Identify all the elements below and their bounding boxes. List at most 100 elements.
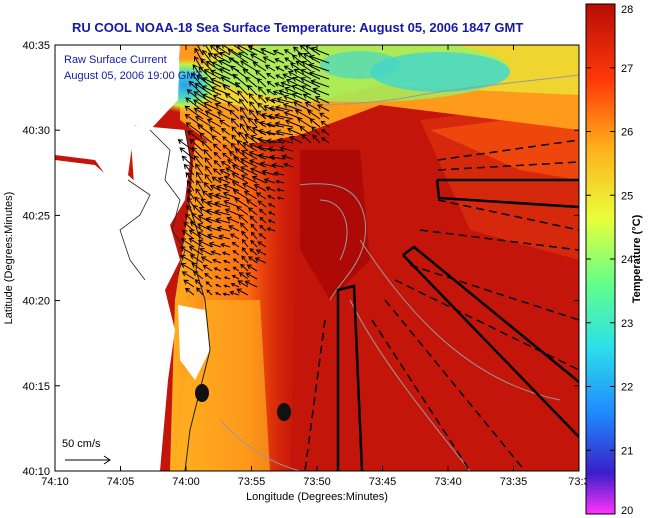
current-vector xyxy=(274,105,294,112)
current-vector xyxy=(215,184,231,192)
current-vector xyxy=(232,250,240,256)
current-vector xyxy=(250,239,258,248)
current-vector xyxy=(254,69,267,80)
current-vector xyxy=(245,272,258,280)
current-vector xyxy=(267,219,276,224)
current-vector xyxy=(219,169,231,176)
current-vector xyxy=(239,123,249,136)
current-vector xyxy=(251,175,267,184)
current-vector xyxy=(274,82,285,88)
current-vector xyxy=(232,73,249,88)
current-vector xyxy=(238,272,249,280)
current-vector xyxy=(241,247,249,256)
current-vector xyxy=(266,227,276,232)
y-axis-ticks: 40:35 40:30 40:25 40:20 40:15 40:10 xyxy=(22,40,579,478)
current-vector xyxy=(214,275,222,280)
x-tick-label: 74:00 xyxy=(172,476,200,488)
current-vector xyxy=(205,281,213,288)
x-tick-label: 73:3 xyxy=(568,476,589,488)
current-vector xyxy=(198,207,213,216)
current-vector xyxy=(249,248,258,256)
current-vector xyxy=(302,93,321,104)
current-vector xyxy=(183,279,195,288)
current-vector xyxy=(222,85,240,96)
current-vector xyxy=(252,61,267,72)
current-vector xyxy=(263,178,276,184)
current-vector xyxy=(179,147,195,160)
current-vector xyxy=(291,84,312,96)
current-vector xyxy=(257,136,276,144)
current-vector xyxy=(238,214,249,224)
current-vector xyxy=(214,292,222,296)
current-vector xyxy=(202,49,213,64)
current-vector xyxy=(253,184,267,192)
current-vector xyxy=(211,135,222,144)
current-vector xyxy=(240,166,258,176)
current-vector xyxy=(268,211,276,216)
current-vector xyxy=(216,225,231,232)
current-vector xyxy=(265,121,285,128)
current-vector xyxy=(247,117,258,128)
current-vector xyxy=(231,274,240,280)
current-vector xyxy=(185,172,195,184)
current-vector xyxy=(230,142,240,152)
current-vector xyxy=(210,250,222,256)
current-vector xyxy=(202,190,213,200)
current-vector xyxy=(179,254,195,264)
current-vector xyxy=(193,91,213,104)
map-title: RU COOL NOAA-18 Sea Surface Temperature:… xyxy=(72,20,524,35)
current-vector xyxy=(249,101,258,112)
y-axis-label: Latitude (Degrees:Minutes) xyxy=(3,192,15,325)
current-vector xyxy=(204,110,222,120)
current-vector xyxy=(181,230,195,240)
current-vector xyxy=(269,154,285,161)
current-vector xyxy=(194,55,204,72)
current-vector xyxy=(258,208,267,216)
current-vector xyxy=(230,282,240,288)
current-vector xyxy=(259,161,276,168)
y-tick-label: 40:20 xyxy=(22,296,50,308)
current-vector xyxy=(250,53,267,64)
current-vector xyxy=(319,112,330,120)
current-vector xyxy=(231,181,249,192)
current-vector xyxy=(265,186,276,192)
current-vector xyxy=(231,173,249,184)
current-vector xyxy=(292,76,312,88)
current-vector xyxy=(201,93,222,104)
current-vector xyxy=(310,79,330,88)
current-vector xyxy=(248,109,258,120)
current-vector xyxy=(283,65,294,72)
current-vector xyxy=(212,258,222,264)
current-vector xyxy=(310,46,330,56)
current-vector xyxy=(236,139,249,152)
current-vector xyxy=(234,148,249,160)
current-vector xyxy=(321,137,330,144)
current-vector xyxy=(299,125,312,136)
current-vector xyxy=(208,241,222,248)
current-vector xyxy=(236,288,249,296)
current-vector xyxy=(317,104,330,112)
scale-label: 50 cm/s xyxy=(62,438,101,450)
current-vector xyxy=(248,150,267,160)
current-vector xyxy=(204,173,213,184)
current-vector xyxy=(192,204,204,216)
current-vector xyxy=(215,45,231,56)
colorbar-tick-label: 20 xyxy=(621,505,633,517)
current-vector xyxy=(239,222,249,232)
current-vector xyxy=(274,113,294,120)
current-vector xyxy=(215,217,231,224)
current-vector xyxy=(213,267,222,272)
x-tick-label: 74:10 xyxy=(41,476,69,488)
current-vector xyxy=(214,201,231,208)
current-vector xyxy=(267,203,276,208)
current-vector xyxy=(216,111,231,120)
current-vector xyxy=(214,102,231,112)
current-vector xyxy=(299,45,312,56)
current-vector xyxy=(257,102,267,112)
current-vector xyxy=(187,188,195,200)
current-vector xyxy=(222,292,231,296)
x-tick-label: 73:35 xyxy=(500,476,528,488)
current-vector xyxy=(183,163,195,176)
current-vector xyxy=(257,241,267,248)
current-vector xyxy=(291,93,312,104)
